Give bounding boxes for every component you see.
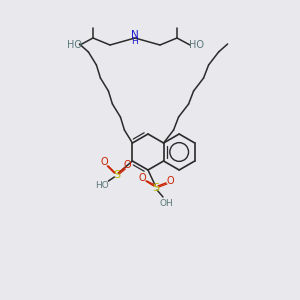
Text: N: N (131, 31, 139, 40)
Text: S: S (113, 170, 120, 180)
Text: HO: HO (188, 40, 203, 50)
Text: S: S (152, 183, 160, 193)
Text: HO: HO (67, 40, 82, 50)
Text: O: O (166, 176, 174, 186)
Text: HO: HO (95, 181, 109, 190)
Text: OH: OH (159, 199, 173, 208)
Text: O: O (138, 173, 146, 183)
Text: H: H (132, 38, 138, 46)
Text: O: O (124, 160, 131, 170)
Text: O: O (100, 157, 108, 167)
